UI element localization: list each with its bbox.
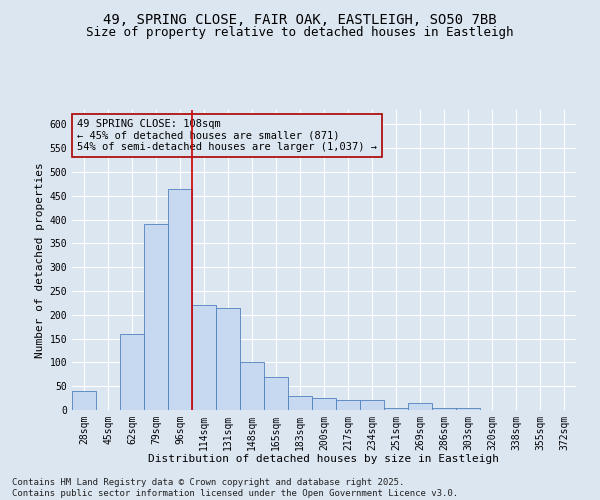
Bar (312, 398, 336, 410)
Y-axis label: Number of detached properties: Number of detached properties (35, 162, 46, 358)
Bar (456, 408, 480, 410)
Bar (168, 188, 192, 410)
Bar (336, 400, 360, 410)
Bar (72, 391, 96, 410)
Bar (216, 308, 240, 410)
Bar (120, 334, 144, 410)
Bar (240, 362, 264, 410)
Text: Contains HM Land Registry data © Crown copyright and database right 2025.
Contai: Contains HM Land Registry data © Crown c… (12, 478, 458, 498)
Text: 49, SPRING CLOSE, FAIR OAK, EASTLEIGH, SO50 7BB: 49, SPRING CLOSE, FAIR OAK, EASTLEIGH, S… (103, 12, 497, 26)
Text: Size of property relative to detached houses in Eastleigh: Size of property relative to detached ho… (86, 26, 514, 39)
Bar (264, 376, 288, 410)
Bar (360, 400, 384, 410)
Bar (384, 408, 408, 410)
Bar (288, 396, 312, 410)
Bar (432, 408, 456, 410)
Bar (144, 224, 168, 410)
X-axis label: Distribution of detached houses by size in Eastleigh: Distribution of detached houses by size … (149, 454, 499, 464)
Text: 49 SPRING CLOSE: 108sqm
← 45% of detached houses are smaller (871)
54% of semi-d: 49 SPRING CLOSE: 108sqm ← 45% of detache… (77, 119, 377, 152)
Bar (192, 305, 216, 410)
Bar (408, 403, 432, 410)
